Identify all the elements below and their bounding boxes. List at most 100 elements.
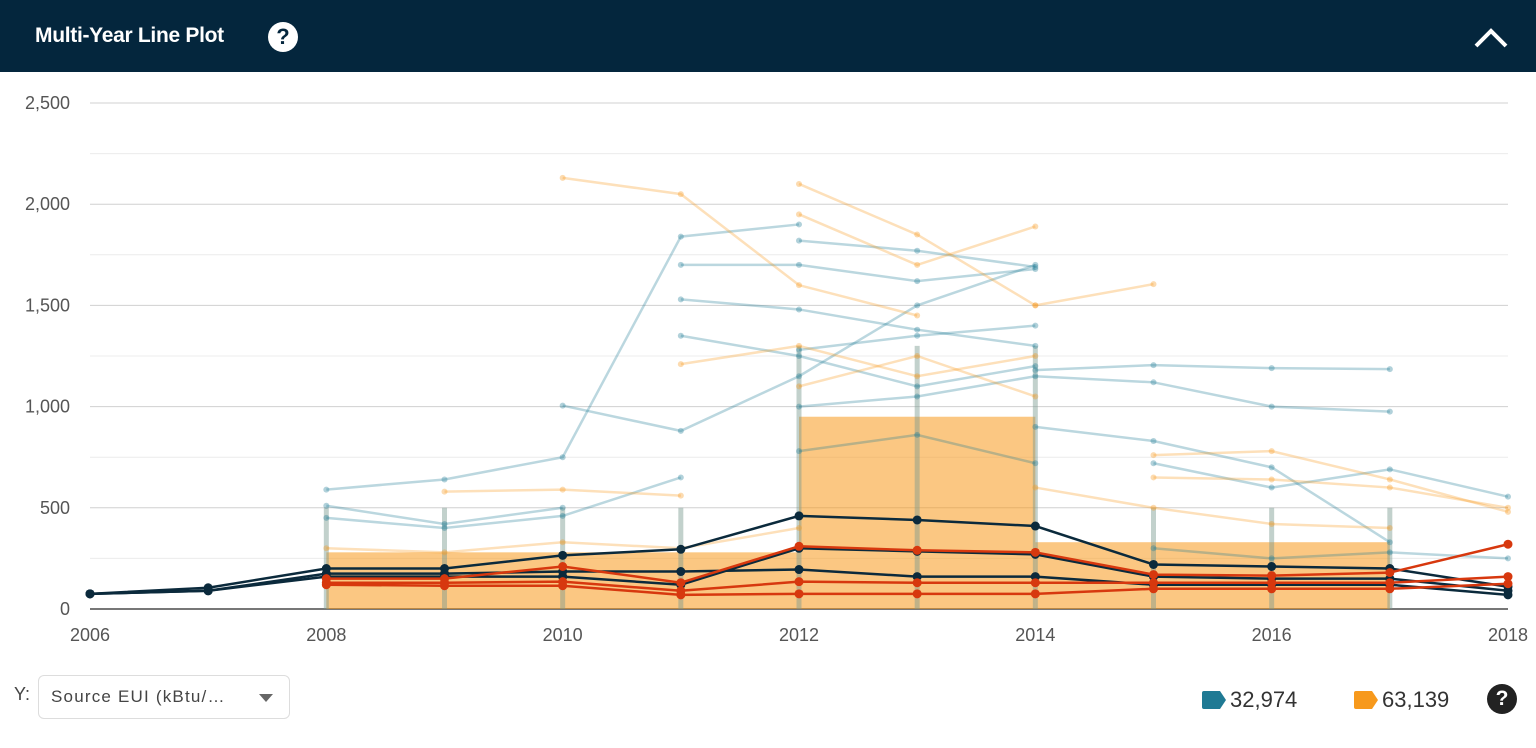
background-series-line: [562, 176, 918, 317]
background-point: [677, 233, 684, 240]
background-point: [796, 373, 802, 380]
background-series-line: [1153, 449, 1509, 514]
highlight-point: [1385, 584, 1395, 594]
background-series-line: [798, 354, 1036, 398]
background-point: [796, 306, 802, 313]
y-axis-select-value: Source EUI (kBtu/…: [51, 687, 226, 706]
highlight-point: [1149, 559, 1158, 569]
question-circle-icon[interactable]: ?: [1487, 684, 1517, 714]
legend-item-teal[interactable]: 32,974: [1202, 687, 1298, 712]
background-point: [441, 476, 448, 483]
y-axis-select[interactable]: Source EUI (kBtu/…: [38, 675, 290, 719]
background-point: [1032, 423, 1039, 430]
background-point: [1386, 549, 1393, 556]
background-point: [1032, 484, 1039, 491]
background-point: [1505, 555, 1511, 562]
y-tick-label: 1,500: [25, 295, 70, 315]
background-point: [323, 486, 330, 493]
background-point: [323, 514, 330, 521]
highlight-point: [1503, 572, 1513, 582]
background-point: [914, 431, 921, 438]
x-tick-label: 2012: [779, 625, 819, 645]
background-series-line: [1153, 547, 1509, 560]
background-point: [1032, 342, 1039, 349]
background-point: [677, 332, 684, 339]
background-series-line: [798, 324, 1036, 352]
background-point: [677, 492, 684, 499]
highlight-point: [1503, 586, 1513, 596]
background-series-line: [680, 344, 1036, 378]
background-series-line: [326, 504, 563, 526]
background-point: [559, 486, 566, 493]
background-point: [1268, 520, 1275, 527]
background-point: [1032, 302, 1039, 309]
question-circle-icon[interactable]: ?: [268, 22, 298, 52]
background-point: [1386, 366, 1393, 373]
background-point: [441, 549, 448, 556]
background-point: [1150, 545, 1157, 552]
background-series-line: [680, 298, 1036, 348]
highlight-point: [912, 515, 922, 525]
background-point: [1032, 302, 1039, 309]
caret-down-icon: [259, 694, 273, 702]
background-point: [441, 525, 448, 532]
line-chart: 0 500 1,000 1,500 2,000 2,500 2006 2008 2010 2012…: [25, 93, 1528, 645]
background-point: [1505, 493, 1511, 500]
background-series-line: [326, 526, 800, 554]
background-point: [1032, 353, 1039, 359]
background-point: [677, 261, 684, 268]
y-tick-label: 2,000: [25, 194, 70, 214]
background-point: [796, 353, 802, 359]
background-series-line: [326, 476, 682, 530]
background-point: [1386, 525, 1393, 532]
background-series-line: [1035, 282, 1154, 307]
background-point: [1032, 223, 1039, 230]
highlight-point: [1149, 570, 1158, 580]
background-point: [1268, 365, 1275, 372]
background-point: [1268, 484, 1275, 491]
background-point: [1150, 460, 1157, 467]
background-point: [559, 512, 566, 519]
panel-title: Multi-Year Line Plot: [35, 24, 224, 47]
highlight-point: [321, 580, 331, 590]
x-tick-label: 2018: [1488, 625, 1528, 645]
background-series-line: [798, 213, 1036, 267]
highlight-point: [912, 545, 922, 555]
highlight-point: [1030, 589, 1040, 599]
highlight-point: [1503, 579, 1513, 589]
y-tick-label: 0: [60, 599, 70, 619]
background-point: [1032, 393, 1039, 400]
highlight-point: [794, 541, 804, 551]
background-point: [796, 180, 802, 187]
background-point: [677, 191, 684, 198]
highlight-point: [558, 561, 568, 571]
background-series-line: [1153, 462, 1509, 498]
y-axis-selector-label: Y:: [14, 684, 31, 704]
panel-header: Multi-Year Line Plot ?: [0, 0, 1536, 72]
chevron-up-icon[interactable]: [1472, 22, 1510, 52]
highlight-point: [558, 550, 568, 560]
background-point: [1032, 265, 1039, 272]
background-point: [796, 448, 802, 455]
background-point: [1268, 403, 1275, 410]
background-point: [914, 302, 921, 309]
highlight-point: [1030, 578, 1040, 588]
legend-item-orange[interactable]: 63,139: [1354, 687, 1450, 712]
highlight-point: [1267, 561, 1277, 571]
background-point: [323, 545, 330, 552]
background-series-line: [1153, 476, 1509, 510]
background-point: [1032, 261, 1039, 268]
legend-count: 32,974: [1230, 687, 1298, 712]
background-point: [796, 282, 802, 289]
background-series-line: [798, 182, 1036, 307]
tag-icon: [1202, 691, 1226, 709]
legend-count: 63,139: [1382, 687, 1450, 712]
background-point: [914, 393, 921, 400]
background-point: [1150, 438, 1157, 445]
background-point: [1150, 504, 1157, 511]
x-tick-label: 2006: [70, 625, 110, 645]
background-point: [914, 353, 921, 359]
background-point: [796, 525, 802, 532]
highlight-point: [558, 581, 568, 591]
background-series-line: [326, 223, 800, 491]
